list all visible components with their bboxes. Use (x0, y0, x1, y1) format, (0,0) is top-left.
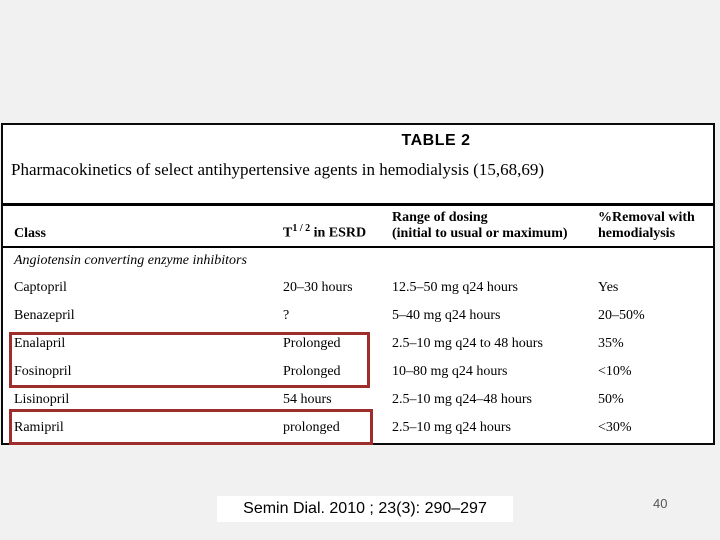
cell-dosing: 2.5–10 mg q24 to 48 hours (392, 336, 543, 351)
column-header-class: Class (14, 226, 46, 241)
cell-drug: Fosinopril (14, 364, 72, 379)
cell-t-half: 54 hours (283, 392, 332, 407)
cell-t-half: prolonged (283, 420, 340, 435)
table-row: Benazepril ? 5–40 mg q24 hours 20–50% (3, 302, 713, 330)
cell-dosing: 2.5–10 mg q24 hours (392, 420, 511, 435)
cell-drug: Benazepril (14, 308, 75, 323)
cell-removal: 35% (598, 336, 624, 351)
table-row: Captopril 20–30 hours 12.5–50 mg q24 hou… (3, 274, 713, 302)
cell-dosing: 5–40 mg q24 hours (392, 308, 501, 323)
cell-removal: <10% (598, 364, 632, 379)
cell-removal: <30% (598, 420, 632, 435)
page-number: 40 (653, 496, 668, 511)
table-top-rule (3, 203, 713, 206)
cell-dosing: 2.5–10 mg q24–48 hours (392, 392, 532, 407)
cell-t-half: ? (283, 308, 290, 323)
cell-t-half: Prolonged (283, 336, 341, 351)
cell-drug: Enalapril (14, 336, 66, 351)
cell-removal: 50% (598, 392, 624, 407)
cell-drug: Lisinopril (14, 392, 70, 407)
cell-t-half: 20–30 hours (283, 280, 353, 295)
drug-class-group-label: Angiotensin converting enzyme inhibitors (14, 253, 247, 268)
table-row: Enalapril Prolonged 2.5–10 mg q24 to 48 … (3, 330, 713, 358)
cell-removal: Yes (598, 280, 619, 295)
table-row: Ramipril prolonged 2.5–10 mg q24 hours <… (3, 414, 713, 442)
cell-t-half: Prolonged (283, 364, 341, 379)
table-body: Captopril 20–30 hours 12.5–50 mg q24 hou… (3, 274, 713, 442)
t-half-superscript: 1 / 2 (292, 223, 311, 235)
column-header-dosing: Range of dosing (initial to usual or max… (392, 210, 568, 241)
cell-drug: Captopril (14, 280, 67, 295)
table-title: TABLE 2 (401, 132, 471, 149)
pharmacokinetics-table-figure: TABLE 2 Pharmacokinetics of select antih… (1, 123, 715, 445)
table-subtitle: Pharmacokinetics of select antihypertens… (11, 160, 545, 179)
cell-removal: 20–50% (598, 308, 645, 323)
cell-dosing: 12.5–50 mg q24 hours (392, 280, 518, 295)
column-header-removal: %Removal with hemodialysis (598, 210, 695, 241)
table-row: Fosinopril Prolonged 10–80 mg q24 hours … (3, 358, 713, 386)
citation: Semin Dial. 2010 ; 23(3): 290–297 (217, 496, 513, 522)
table-row: Lisinopril 54 hours 2.5–10 mg q24–48 hou… (3, 386, 713, 414)
header-bottom-rule (3, 246, 713, 248)
column-header-t-half: T1 / 2 in ESRD (283, 223, 367, 241)
cell-drug: Ramipril (14, 420, 64, 435)
table-header-row: Class T1 / 2 in ESRD Range of dosing (in… (3, 206, 713, 246)
cell-dosing: 10–80 mg q24 hours (392, 364, 508, 379)
